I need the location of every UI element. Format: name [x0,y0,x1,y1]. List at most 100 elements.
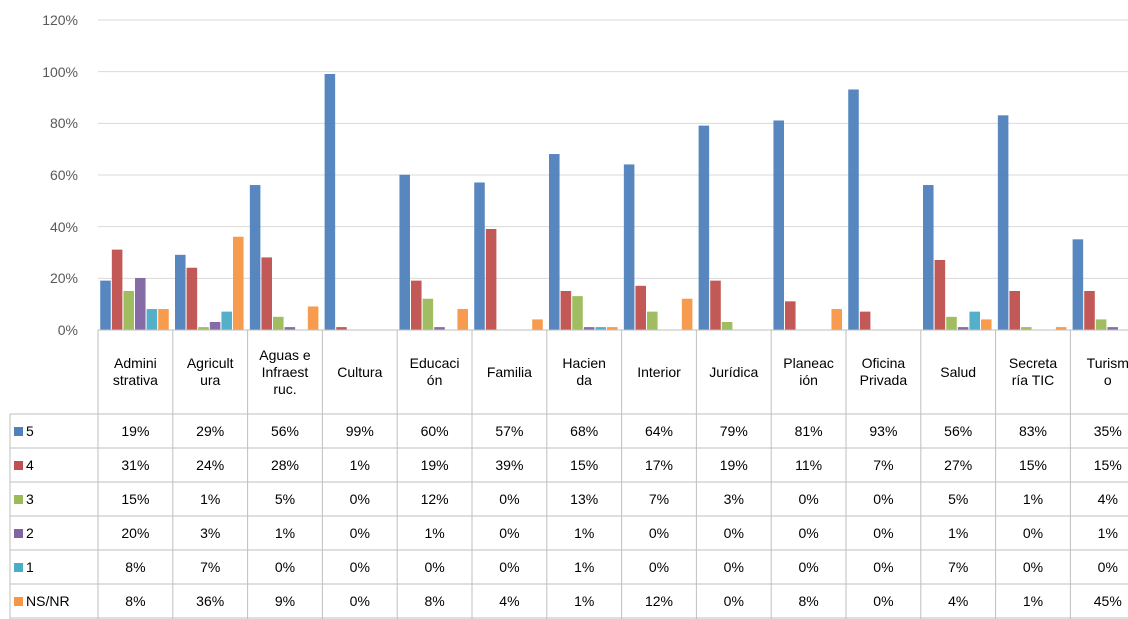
table-value: 93% [869,422,898,439]
table-value: 12% [420,490,449,507]
bar [647,311,658,331]
bar [457,309,468,331]
y-tick-label: 40% [49,218,78,235]
table-value: 19% [121,422,150,439]
y-tick-label: 80% [49,115,78,132]
table-value: 45% [1093,592,1122,609]
legend-entry: NS/NR [14,584,70,618]
bar [100,280,111,331]
table-value: 29% [196,422,225,439]
table-value: 0% [349,490,370,507]
bar [123,291,134,331]
y-tick-label: 100% [42,63,78,80]
bar [773,120,784,331]
category-label: Oficina Privada [859,355,908,388]
table-value: 11% [795,456,823,473]
bar [411,280,422,331]
table-value: 0% [499,524,520,541]
table-value: 68% [570,422,599,439]
legend-swatch [14,426,23,436]
bar [698,125,710,331]
bar [848,89,859,331]
table-value: 7% [873,456,894,473]
legend-swatch [14,562,23,572]
bar [946,316,957,331]
bar [485,229,497,331]
y-tick-label: 20% [49,270,78,287]
table-value: 0% [648,524,670,541]
bar [532,319,543,331]
table-value: 1% [200,490,221,507]
table-value: 12% [644,592,673,609]
bar [146,309,158,331]
table-value: 5% [274,490,296,507]
legend-label: 1 [26,558,34,575]
category-label: Aguas e Infraest ruc. [259,346,311,397]
table-value: 0% [1097,558,1118,575]
table-value: 56% [270,422,299,439]
category-label: Interior [637,363,681,380]
bar [1009,291,1020,331]
category-label: Turism o [1086,355,1128,388]
table-value: 0% [798,490,819,507]
table-value: 0% [723,524,744,541]
bar [158,309,169,331]
legend-label: 5 [26,422,34,439]
table-value: 15% [121,490,150,507]
category-label: Secreta ría TIC [1008,355,1058,388]
table-value: 1% [574,558,595,575]
table-value: 19% [719,456,748,473]
table-value: 0% [349,524,370,541]
bar [969,311,980,331]
bar [209,322,221,331]
table-value: 28% [270,456,299,473]
bar [934,260,946,331]
table-value: 0% [648,558,670,575]
legend-swatch [14,494,23,504]
legend-entry: 1 [14,550,34,584]
bar [135,278,146,331]
table-value: 81% [794,422,823,439]
table-value: 0% [723,592,744,609]
table-value: 64% [644,422,673,439]
table-value: 7% [200,558,221,575]
category-label: Familia [486,363,532,380]
table-value: 0% [349,592,370,609]
bar [1095,319,1107,331]
legend-label: NS/NR [26,592,70,609]
table-value: 13% [570,490,599,507]
table-value: 0% [798,524,819,541]
table-value: 0% [723,558,744,575]
category-label: Admini strativa [112,355,158,388]
bar [1084,291,1095,331]
table-value: 36% [196,592,225,609]
category-label: Hacien da [562,355,606,388]
table-value: 56% [944,422,973,439]
category-label: Salud [940,363,977,380]
table-value: 1% [574,592,595,609]
table-value: 19% [420,456,449,473]
table-value: 0% [1022,524,1044,541]
bar [785,301,796,331]
y-tick-label: 0% [57,322,78,338]
bar [721,322,733,331]
table-value: 7% [648,490,670,507]
legend-label: 3 [26,490,34,507]
table-value: 0% [873,592,894,609]
table-value: 27% [944,456,973,473]
table-value: 0% [499,558,520,575]
bar [221,311,232,331]
bar [261,257,272,331]
legend-label: 4 [26,456,34,473]
bar [111,249,123,331]
table-value: 1% [1022,592,1044,609]
table-value: 0% [798,558,819,575]
table-value: 57% [495,422,524,439]
legend-label: 2 [26,524,34,541]
table-value: 0% [274,558,296,575]
legend-entry: 2 [14,516,34,550]
table-value: 4% [499,592,520,609]
table-value: 3% [200,524,221,541]
category-label: Educaci ón [409,355,460,388]
